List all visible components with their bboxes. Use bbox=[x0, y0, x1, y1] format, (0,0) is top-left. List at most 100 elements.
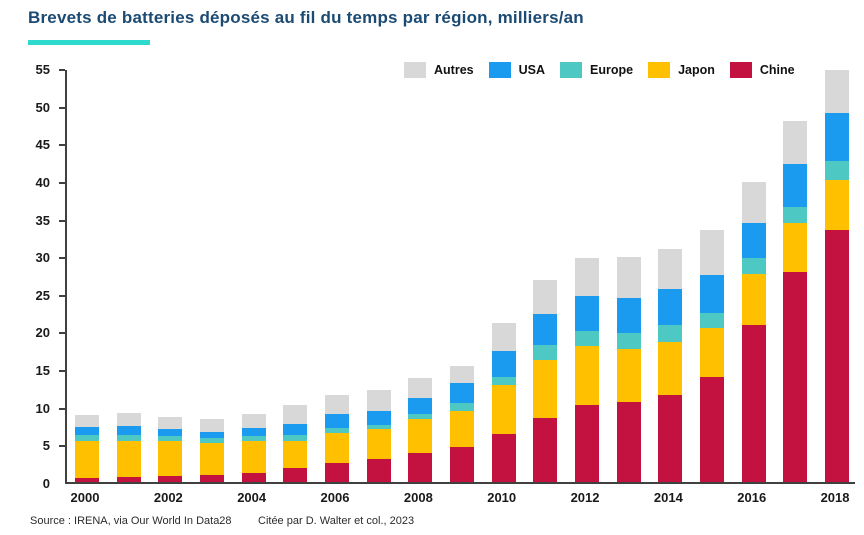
segment-usa-2015 bbox=[700, 275, 725, 313]
legend-item-europe: Europe bbox=[560, 62, 633, 78]
segment-chine-2008 bbox=[408, 452, 433, 482]
y-tick-label-10: 10 bbox=[35, 400, 50, 416]
segment-usa-2016 bbox=[741, 223, 766, 259]
segment-chine-2003 bbox=[200, 475, 224, 482]
segment-autres-2011 bbox=[533, 280, 558, 315]
x-tick-label-2016: 2016 bbox=[737, 490, 767, 505]
segment-chine-2014 bbox=[658, 394, 683, 482]
segment-europe-2006 bbox=[325, 427, 350, 434]
segment-autres-2014 bbox=[658, 248, 683, 290]
y-tick-mark-40 bbox=[59, 181, 65, 184]
y-tick-label-25: 25 bbox=[35, 287, 50, 303]
y-tick-label-55: 55 bbox=[35, 62, 50, 77]
segment-chine-2010 bbox=[491, 433, 516, 482]
y-tick-mark-45 bbox=[59, 144, 65, 147]
legend-item-autres: Autres bbox=[404, 62, 474, 78]
y-tick-mark-55 bbox=[59, 69, 65, 71]
legend-label-europe: Europe bbox=[590, 63, 634, 77]
legend-label-autres: Autres bbox=[434, 63, 474, 77]
legend-item-chine: Chine bbox=[729, 62, 795, 78]
bar-2006 bbox=[325, 68, 350, 482]
y-tick-label-0: 0 bbox=[42, 476, 50, 491]
y-tick-label-50: 50 bbox=[35, 99, 50, 115]
y-tick-label-30: 30 bbox=[35, 250, 50, 266]
segment-europe-2001 bbox=[116, 434, 141, 441]
y-tick-mark-5 bbox=[59, 445, 65, 448]
segment-chine-2004 bbox=[241, 472, 266, 482]
segment-japon-2006 bbox=[325, 433, 350, 464]
legend-swatch-usa bbox=[488, 62, 511, 78]
bar-2005 bbox=[283, 68, 308, 482]
segment-chine-2012 bbox=[575, 405, 600, 482]
x-tick-label-2008: 2008 bbox=[403, 490, 433, 505]
segment-europe-2003 bbox=[200, 438, 224, 443]
segment-usa-2000 bbox=[75, 427, 99, 436]
legend-label-chine: Chine bbox=[759, 63, 795, 77]
segment-europe-2007 bbox=[366, 424, 391, 430]
segment-autres-2010 bbox=[491, 323, 516, 352]
y-tick-label-35: 35 bbox=[35, 212, 50, 228]
segment-autres-2004 bbox=[241, 413, 266, 428]
y-tick-label-15: 15 bbox=[35, 363, 50, 379]
segment-japon-2011 bbox=[533, 360, 558, 419]
segment-autres-2006 bbox=[325, 394, 350, 415]
segment-japon-2002 bbox=[158, 441, 183, 476]
page-title: Brevets de batteries déposés au fil du t… bbox=[28, 8, 584, 27]
segment-europe-2005 bbox=[283, 434, 308, 441]
x-tick-label-2018: 2018 bbox=[820, 490, 850, 505]
segment-japon-2014 bbox=[658, 342, 683, 395]
bar-2015 bbox=[700, 68, 725, 482]
x-tick-label-2012: 2012 bbox=[570, 490, 600, 505]
bar-2001 bbox=[116, 68, 141, 482]
segment-chine-2015 bbox=[700, 377, 725, 482]
segment-usa-2010 bbox=[491, 351, 516, 377]
segment-usa-2007 bbox=[366, 411, 391, 425]
segment-japon-2010 bbox=[491, 384, 516, 434]
x-tick-label-2010: 2010 bbox=[487, 490, 517, 505]
bar-2003 bbox=[200, 68, 224, 482]
segment-japon-2005 bbox=[283, 440, 308, 468]
x-tick-label-2006: 2006 bbox=[320, 490, 350, 505]
segment-europe-2009 bbox=[450, 402, 475, 411]
segment-japon-2008 bbox=[408, 418, 433, 453]
segment-usa-2011 bbox=[533, 314, 558, 346]
segment-autres-2007 bbox=[366, 390, 391, 412]
segment-autres-2003 bbox=[200, 418, 224, 432]
segment-autres-2009 bbox=[450, 366, 475, 384]
segment-autres-2001 bbox=[116, 412, 141, 427]
bar-2010 bbox=[491, 68, 516, 482]
segment-japon-2001 bbox=[116, 440, 141, 478]
segment-chine-2017 bbox=[783, 272, 808, 482]
bar-2000 bbox=[75, 68, 99, 482]
y-tick-label-40: 40 bbox=[35, 174, 50, 190]
legend-swatch-europe bbox=[560, 62, 582, 78]
segment-chine-2006 bbox=[325, 463, 350, 482]
legend-swatch-japon bbox=[648, 62, 671, 78]
y-tick-mark-30 bbox=[59, 257, 65, 260]
segment-chine-2018 bbox=[825, 229, 850, 482]
legend-item-usa: USA bbox=[488, 62, 545, 78]
x-tick-label-2000: 2000 bbox=[70, 490, 100, 505]
bar-2011 bbox=[533, 68, 558, 482]
segment-japon-2000 bbox=[75, 441, 99, 479]
segment-europe-2011 bbox=[533, 345, 558, 361]
y-tick-mark-25 bbox=[59, 294, 65, 297]
segment-europe-2000 bbox=[75, 435, 99, 442]
y-tick-label-20: 20 bbox=[35, 325, 50, 341]
x-tick-label-2004: 2004 bbox=[237, 490, 267, 505]
segment-japon-2003 bbox=[200, 442, 224, 476]
legend-swatch-chine bbox=[729, 62, 752, 78]
segment-japon-2013 bbox=[616, 348, 641, 403]
plot-area bbox=[65, 68, 855, 484]
segment-japon-2017 bbox=[783, 223, 808, 272]
bar-2009 bbox=[450, 68, 475, 482]
segment-chine-2007 bbox=[366, 459, 391, 482]
segment-europe-2013 bbox=[616, 332, 641, 349]
segment-japon-2009 bbox=[450, 410, 475, 447]
segment-autres-2018 bbox=[825, 69, 850, 114]
segment-usa-2013 bbox=[616, 297, 641, 333]
segment-europe-2017 bbox=[783, 206, 808, 224]
segment-usa-2014 bbox=[658, 289, 683, 326]
segment-japon-2015 bbox=[700, 328, 725, 378]
segment-autres-2015 bbox=[700, 229, 725, 275]
